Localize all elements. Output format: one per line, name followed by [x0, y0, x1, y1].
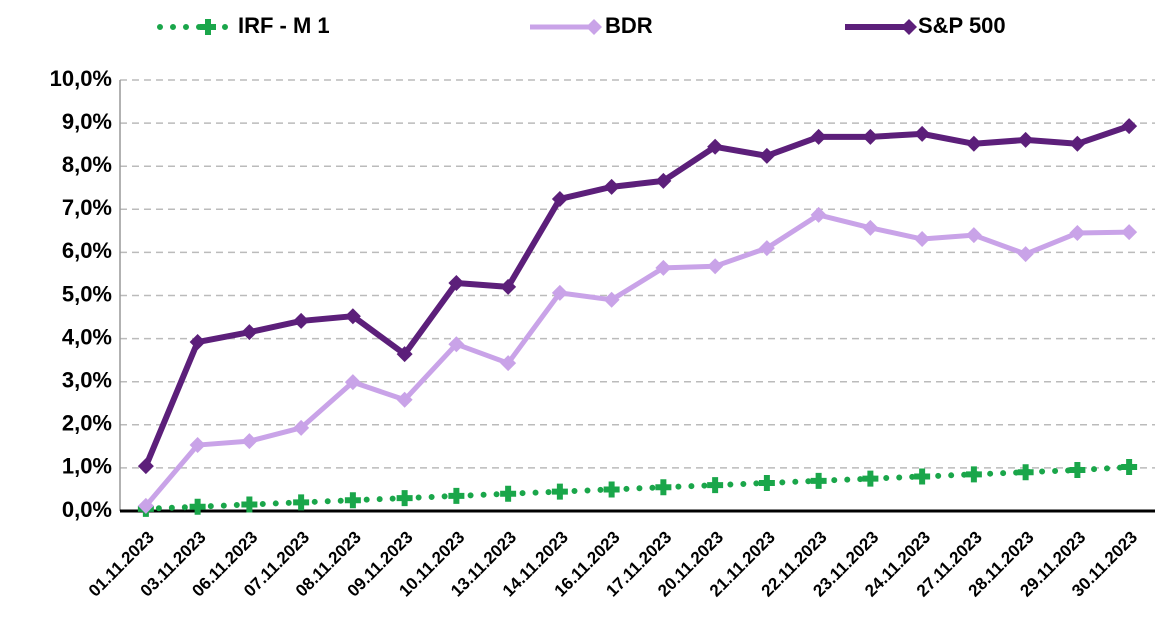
marker — [603, 481, 620, 498]
marker — [1121, 459, 1138, 476]
marker — [500, 355, 517, 372]
marker — [241, 433, 258, 450]
y-tick-label: 5,0% — [62, 281, 112, 306]
marker — [500, 278, 517, 295]
marker — [707, 258, 724, 275]
marker — [965, 227, 982, 244]
y-tick-label: 9,0% — [62, 109, 112, 134]
marker — [137, 497, 154, 514]
y-tick-label: 10,0% — [50, 66, 112, 91]
marker — [655, 259, 672, 276]
marker — [551, 483, 568, 500]
marker — [758, 147, 775, 164]
marker — [965, 466, 982, 483]
y-tick-label: 2,0% — [62, 411, 112, 436]
marker — [810, 472, 827, 489]
marker — [707, 477, 724, 494]
y-tick-label: 8,0% — [62, 152, 112, 177]
marker — [655, 479, 672, 496]
marker — [914, 231, 931, 248]
marker — [448, 336, 465, 353]
series-line — [143, 212, 1130, 508]
legend-marker — [200, 19, 216, 35]
series-line — [143, 123, 1131, 468]
marker — [396, 490, 413, 507]
marker — [293, 494, 310, 511]
marker — [707, 138, 724, 155]
legend-label: S&P 500 — [918, 13, 1006, 38]
marker — [655, 172, 672, 189]
y-tick-label: 7,0% — [62, 195, 112, 220]
marker — [810, 206, 827, 223]
series-line — [142, 464, 1133, 512]
marker — [551, 284, 568, 301]
marker — [137, 458, 154, 475]
marker — [293, 312, 310, 329]
marker — [1069, 462, 1086, 479]
marker — [189, 498, 206, 515]
marker — [551, 190, 568, 207]
marker — [758, 240, 775, 257]
marker — [862, 128, 879, 145]
marker — [1017, 246, 1034, 263]
marker — [914, 125, 931, 142]
marker — [344, 308, 361, 325]
y-tick-label: 4,0% — [62, 324, 112, 349]
marker — [241, 324, 258, 341]
marker — [1069, 225, 1086, 242]
marker — [1121, 118, 1138, 135]
marker — [758, 474, 775, 491]
marker — [603, 291, 620, 308]
marker — [396, 391, 413, 408]
marker — [293, 419, 310, 436]
marker — [500, 485, 517, 502]
y-tick-label: 3,0% — [62, 368, 112, 393]
marker — [189, 437, 206, 454]
marker — [603, 178, 620, 195]
marker — [914, 468, 931, 485]
legend-label: IRF - M 1 — [238, 13, 330, 38]
y-tick-label: 0,0% — [62, 497, 112, 522]
marker — [862, 470, 879, 487]
marker — [862, 219, 879, 236]
marker — [965, 135, 982, 152]
marker — [241, 496, 258, 513]
legend-marker — [586, 19, 602, 35]
legend-marker — [901, 19, 917, 35]
y-tick-label: 6,0% — [62, 238, 112, 263]
marker — [344, 492, 361, 509]
marker — [396, 346, 413, 363]
marker — [1121, 224, 1138, 241]
y-tick-label: 1,0% — [62, 454, 112, 479]
legend-label: BDR — [605, 13, 653, 38]
marker — [189, 334, 206, 351]
marker — [1017, 464, 1034, 481]
marker — [448, 275, 465, 292]
marker — [344, 374, 361, 391]
marker — [448, 487, 465, 504]
marker — [810, 128, 827, 145]
marker — [1069, 135, 1086, 152]
marker — [1017, 131, 1034, 148]
